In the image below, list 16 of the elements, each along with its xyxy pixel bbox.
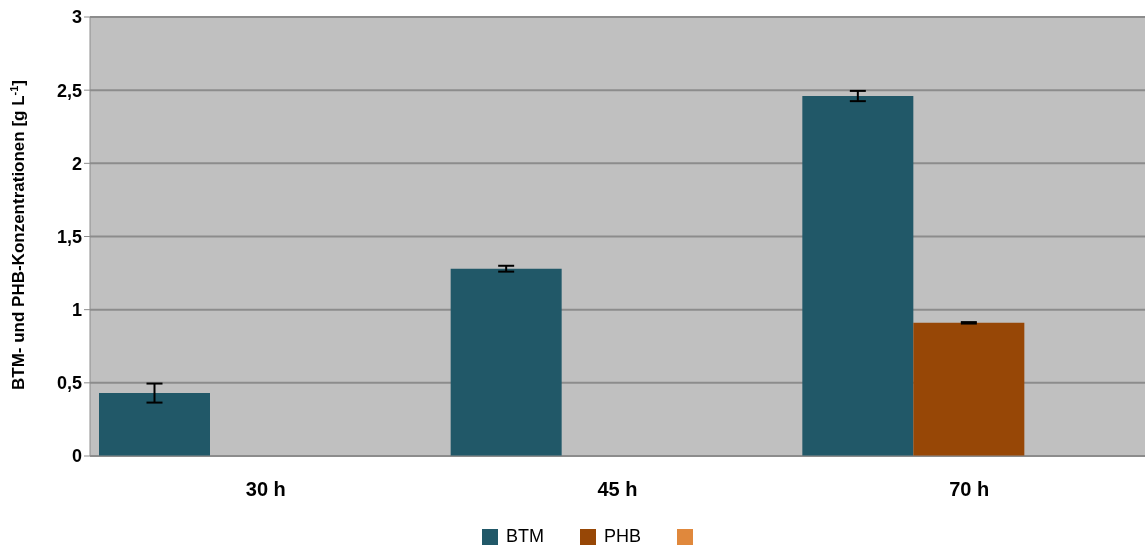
x-tick-label: 45 h [597, 478, 638, 501]
y-tick-label: 0 [71, 446, 82, 467]
x-tick-label: 70 h [949, 478, 990, 501]
bar [99, 393, 210, 456]
y-tick-label: 2 [71, 153, 82, 174]
y-tick-label: 2,5 [56, 80, 82, 101]
x-tick-label: 30 h [245, 478, 286, 501]
bar [450, 268, 562, 456]
y-tick-label: 0,5 [56, 373, 82, 394]
legend-label: BTM [505, 526, 544, 547]
y-tick-label: 1,5 [56, 226, 82, 247]
legend-label: PHB [603, 526, 641, 547]
bar [802, 96, 914, 456]
y-tick-label: 1 [71, 300, 82, 321]
bar [913, 322, 1025, 456]
y-tick-label: 3 [71, 7, 82, 28]
